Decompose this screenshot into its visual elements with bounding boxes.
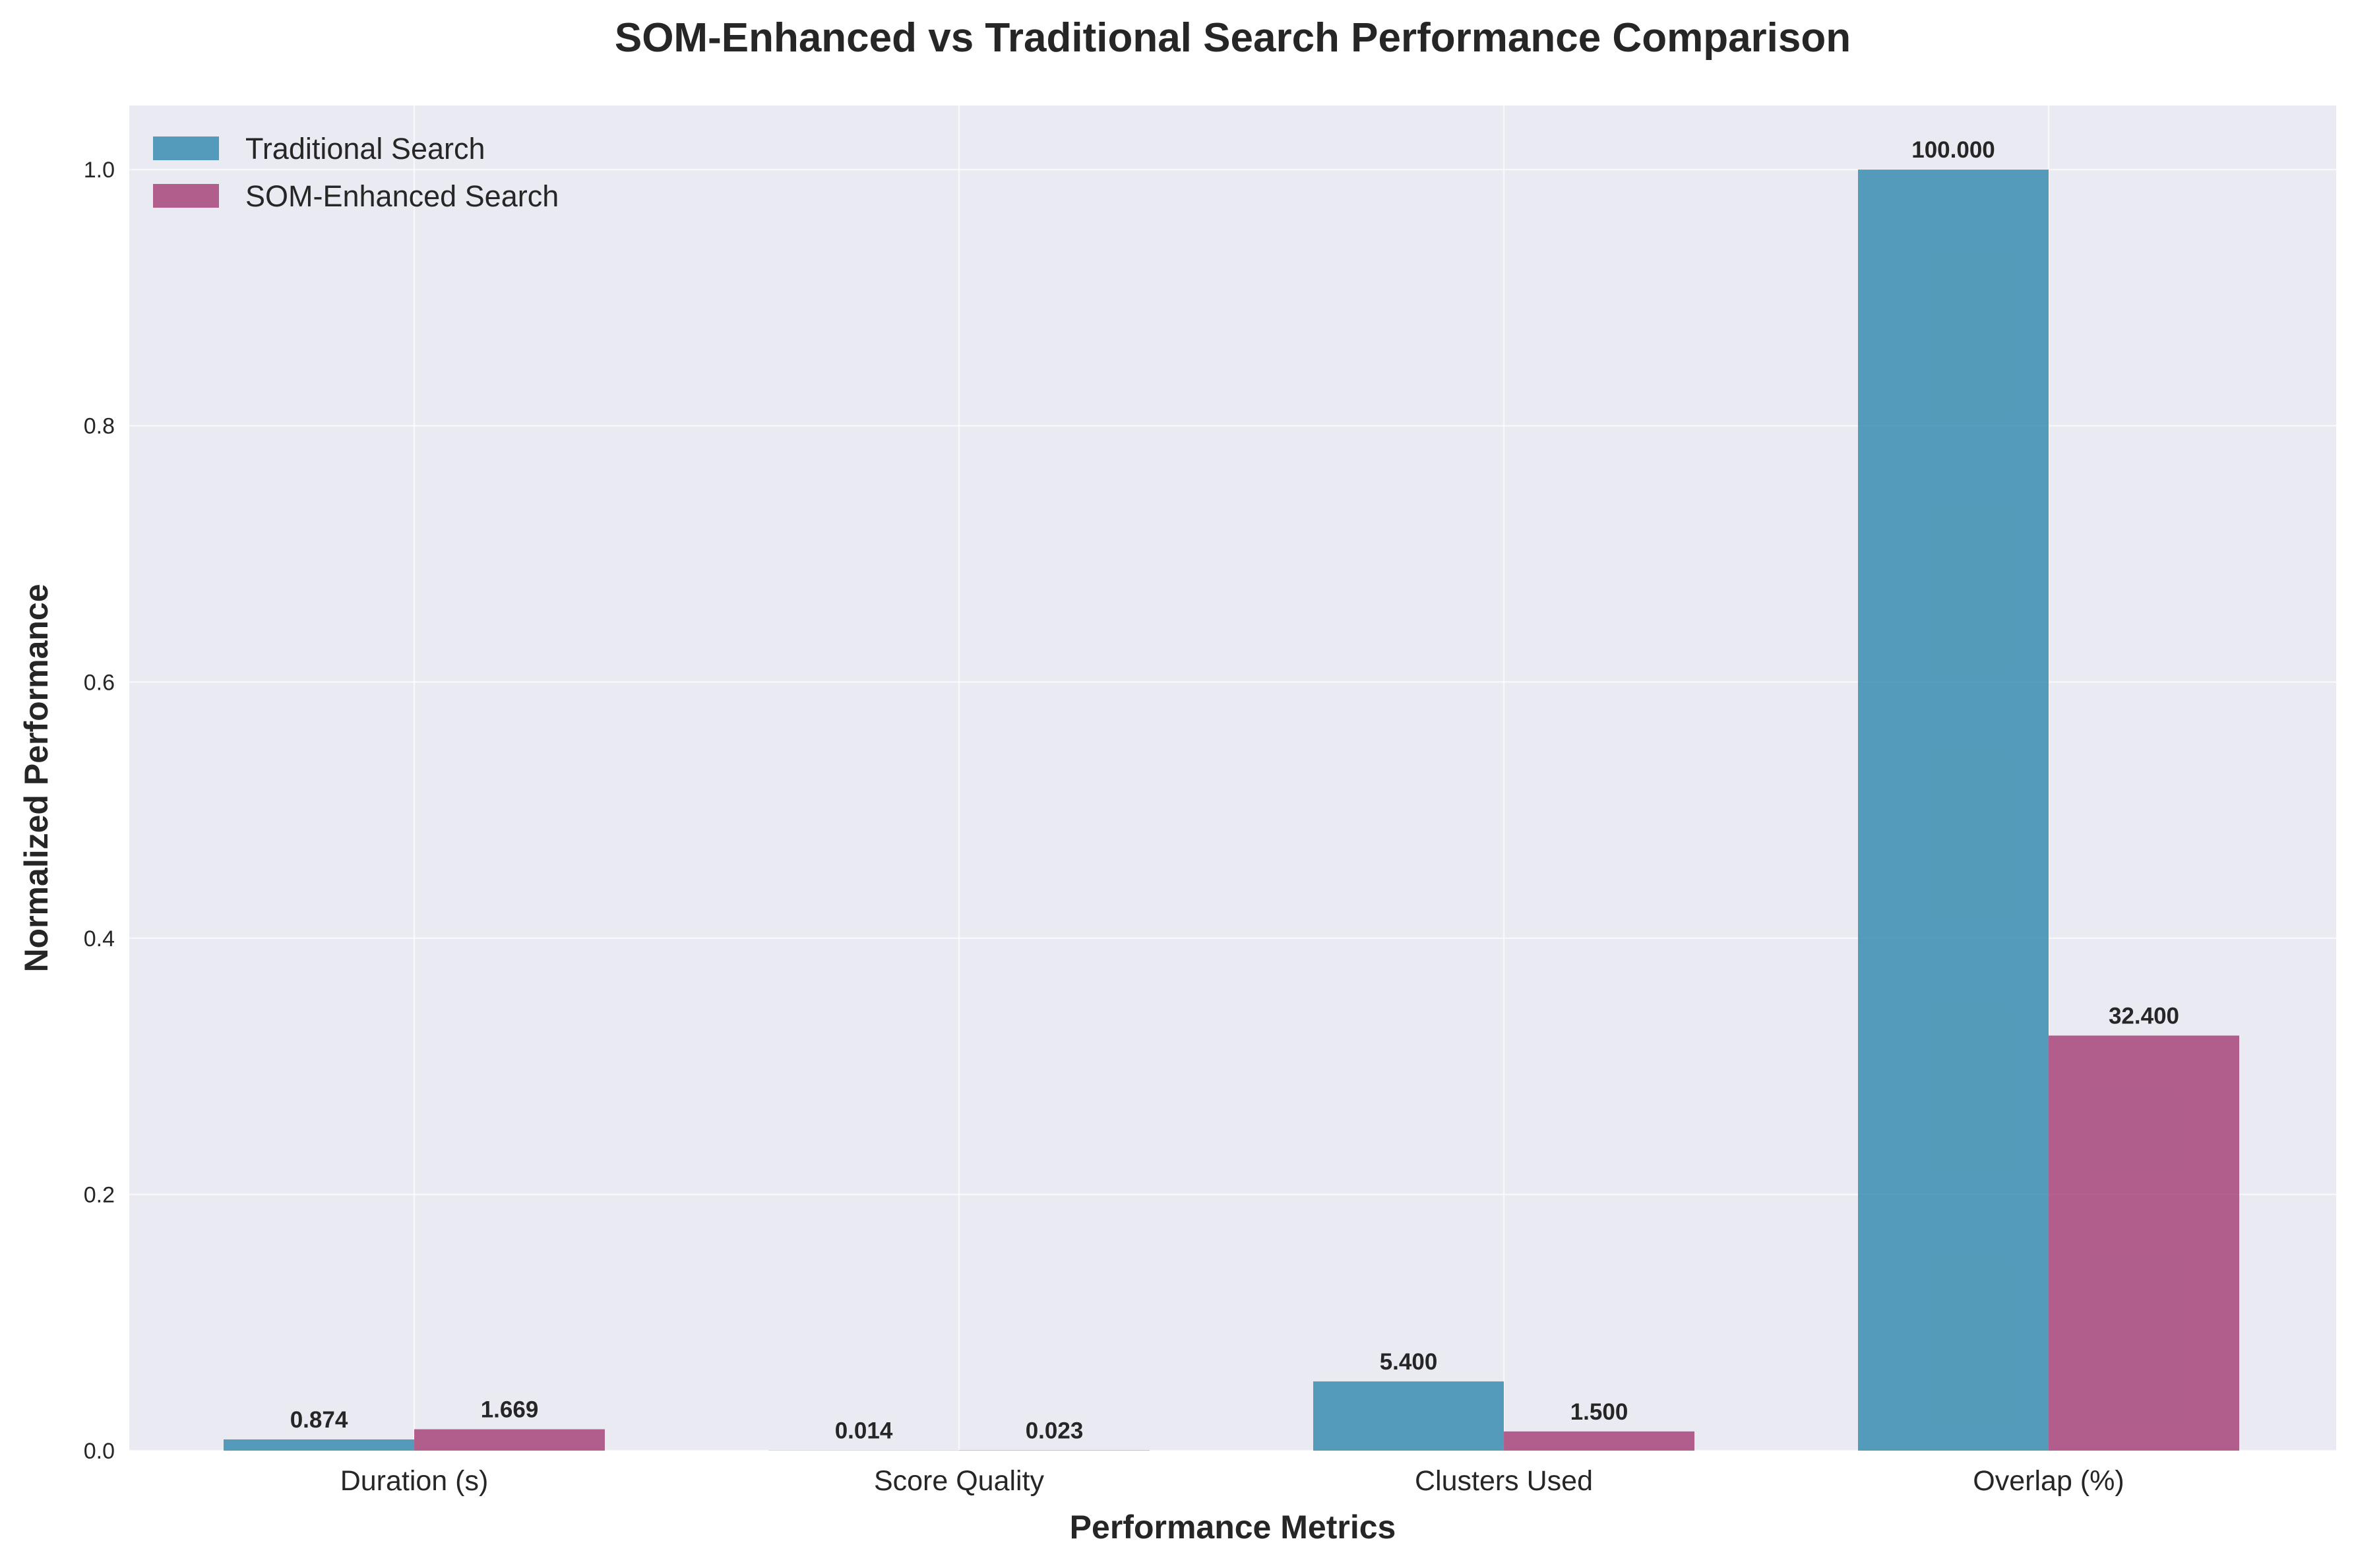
y-tick-label: 0.6 [84,670,115,695]
legend-label-som: SOM-Enhanced Search [245,179,559,213]
x-tick-label: Score Quality [874,1465,1045,1497]
bar-label-traditional: 100.000 [1911,137,1995,163]
y-axis-label: Normalized Performance [18,584,55,972]
bar-som-enhanced [414,1430,605,1451]
x-tick-label: Overlap (%) [1973,1465,2124,1497]
legend-label-traditional: Traditional Search [245,132,485,166]
legend-swatch-som [153,184,219,208]
bar-traditional [1858,169,2049,1451]
bar-label-traditional: 5.400 [1380,1349,1438,1375]
bar-label-som-enhanced: 32.400 [2109,1004,2179,1029]
y-tick-label: 0.0 [84,1439,115,1464]
bar-label-som-enhanced: 0.023 [1026,1418,1084,1444]
bar-label-traditional: 0.874 [290,1407,348,1433]
legend-swatch-traditional [153,136,219,160]
bar-label-som-enhanced: 1.669 [481,1397,539,1423]
y-tick-label: 0.2 [84,1182,115,1207]
bar-label-som-enhanced: 1.500 [1570,1399,1628,1425]
y-tick-label: 0.4 [84,926,115,951]
x-tick-label: Clusters Used [1415,1465,1593,1497]
bar-traditional [224,1439,414,1451]
bar-som-enhanced [2049,1036,2239,1451]
bar-som-enhanced [1504,1432,1694,1451]
bar-label-traditional: 0.014 [835,1418,893,1444]
bar-traditional [1313,1381,1504,1451]
y-tick-label: 1.0 [84,158,115,183]
y-tick-label: 0.8 [84,414,115,439]
x-tick-label: Duration (s) [340,1465,489,1497]
chart-title: SOM-Enhanced vs Traditional Search Perfo… [615,15,1851,61]
x-axis-label: Performance Metrics [1070,1509,1396,1546]
